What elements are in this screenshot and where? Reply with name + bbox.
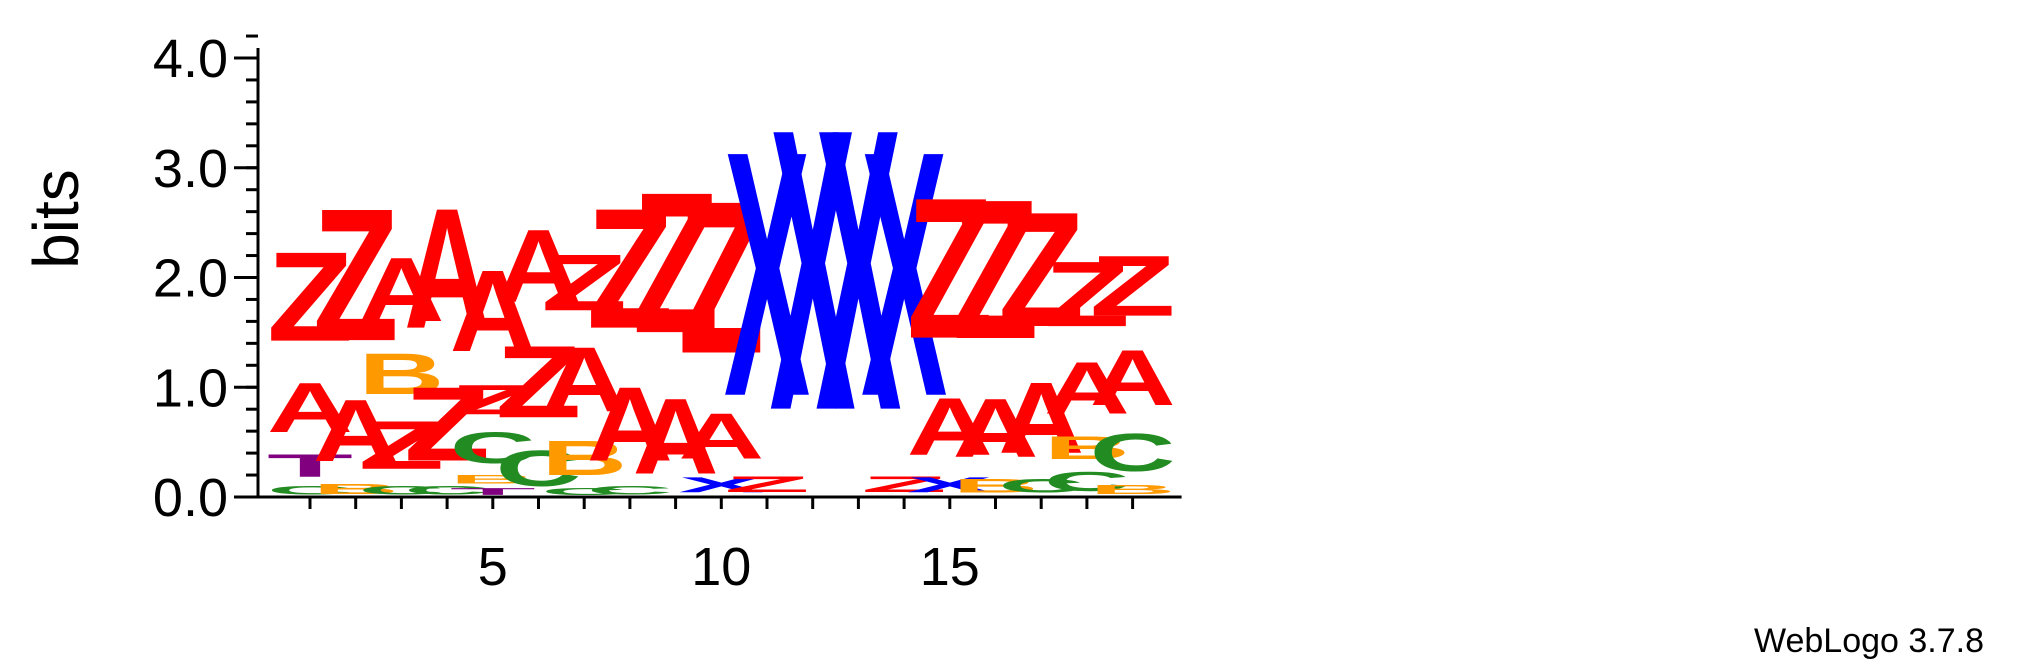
- glyph-A: A: [404, 173, 490, 365]
- glyph-Z: Z: [907, 156, 993, 381]
- logo-stacks: CTAZBAZCZBACZATBCZACZACBAZCAZAZXAZZXXXZX…: [267, 46, 1176, 497]
- glyph-Z: Z: [267, 226, 353, 368]
- glyph-B: B: [953, 475, 1039, 497]
- glyph-B: B: [1044, 430, 1130, 466]
- glyph-A: A: [541, 328, 627, 431]
- logo-stack-2: BAZ: [313, 170, 399, 497]
- y-minor-ticks: [246, 34, 258, 499]
- logo-stack-15: XAZ: [907, 156, 993, 497]
- glyph-C: C: [450, 424, 536, 473]
- glyph-C: C: [1090, 422, 1176, 483]
- glyph-C: C: [541, 486, 627, 497]
- glyph-A: A: [1090, 335, 1176, 422]
- logo-stack-10: XAZ: [678, 155, 764, 496]
- glyph-X: X: [724, 78, 811, 469]
- glyph-X: X: [770, 46, 857, 494]
- glyph-A: A: [313, 382, 399, 480]
- glyph-C: C: [998, 475, 1084, 497]
- glyph-Z: Z: [541, 238, 627, 328]
- logo-stack-6: CZA: [496, 208, 582, 497]
- glyph-C: C: [267, 484, 353, 497]
- glyph-A: A: [633, 376, 719, 497]
- glyph-X: X: [861, 78, 948, 469]
- x-tick-label: 5: [478, 537, 508, 597]
- glyph-C: C: [1044, 467, 1130, 497]
- logo-stack-14: ZX: [861, 78, 948, 497]
- glyph-Z: Z: [404, 365, 490, 483]
- glyph-A: A: [496, 208, 582, 324]
- logo-stack-17: CAZ: [998, 179, 1084, 497]
- axes: 0.0 1.0 2.0 3.0 4.0 5 10 15: [153, 29, 1182, 597]
- glyph-C: C: [404, 484, 490, 497]
- glyph-C: C: [496, 440, 582, 497]
- glyph-T: T: [267, 448, 353, 484]
- glyph-A: A: [587, 365, 673, 483]
- x-tick-label: 10: [691, 537, 751, 597]
- glyph-X: X: [907, 473, 993, 497]
- glyph-A: A: [1044, 347, 1130, 430]
- glyph-A: A: [998, 362, 1084, 474]
- y-tick-label: 0.0: [153, 468, 228, 528]
- glyph-X: X: [678, 473, 764, 497]
- glyph-C: C: [358, 484, 444, 497]
- logo-stack-11: ZX: [724, 78, 811, 497]
- glyph-Z: Z: [496, 325, 582, 440]
- glyph-Z: Z: [450, 376, 536, 423]
- logo-stack-9: AZ: [633, 150, 719, 497]
- glyph-A: A: [907, 382, 993, 473]
- glyph-A: A: [953, 381, 1039, 474]
- logo-stack-8: CAZ: [587, 173, 673, 496]
- glyph-T: T: [450, 486, 536, 497]
- y-tick-label: 3.0: [153, 139, 228, 199]
- glyph-Z: Z: [953, 158, 1039, 381]
- glyph-Z: Z: [1044, 243, 1130, 347]
- glyph-Z: Z: [587, 173, 673, 364]
- weblogo-credit: WebLogo 3.7.8: [1754, 622, 1984, 660]
- glyph-A: A: [358, 239, 444, 340]
- glyph-Z: Z: [358, 407, 444, 483]
- glyph-B: B: [450, 473, 536, 486]
- glyph-B: B: [313, 480, 399, 496]
- logo-stack-13: X: [815, 46, 902, 494]
- glyph-Z: Z: [1090, 237, 1176, 334]
- y-tick-label: 1.0: [153, 358, 228, 418]
- logo-stack-12: X: [770, 46, 857, 494]
- glyph-Z: Z: [678, 155, 764, 398]
- logo-stack-16: BAZ: [953, 158, 1039, 497]
- logo-stack-4: CZA: [404, 173, 490, 497]
- glyph-Z: Z: [861, 472, 947, 497]
- glyph-B: B: [1090, 483, 1176, 497]
- y-axis-label: bits: [20, 169, 92, 269]
- y-major-ticks: 0.0 1.0 2.0 3.0 4.0: [153, 29, 258, 528]
- y-tick-label: 2.0: [153, 249, 228, 309]
- glyph-Z: Z: [998, 179, 1084, 361]
- glyph-C: C: [587, 484, 673, 497]
- glyph-A: A: [678, 401, 764, 473]
- glyph-Z: Z: [633, 150, 719, 375]
- glyph-Z: Z: [313, 170, 399, 381]
- glyph-A: A: [267, 368, 353, 447]
- x-tick-label: 15: [920, 537, 980, 597]
- glyph-B: B: [358, 341, 444, 407]
- glyph-B: B: [541, 432, 627, 486]
- x-ticks: 5 10 15: [308, 497, 1135, 597]
- glyph-Z: Z: [724, 472, 810, 497]
- y-tick-label: 4.0: [153, 29, 228, 89]
- glyph-X: X: [815, 46, 902, 494]
- glyph-A: A: [450, 246, 536, 375]
